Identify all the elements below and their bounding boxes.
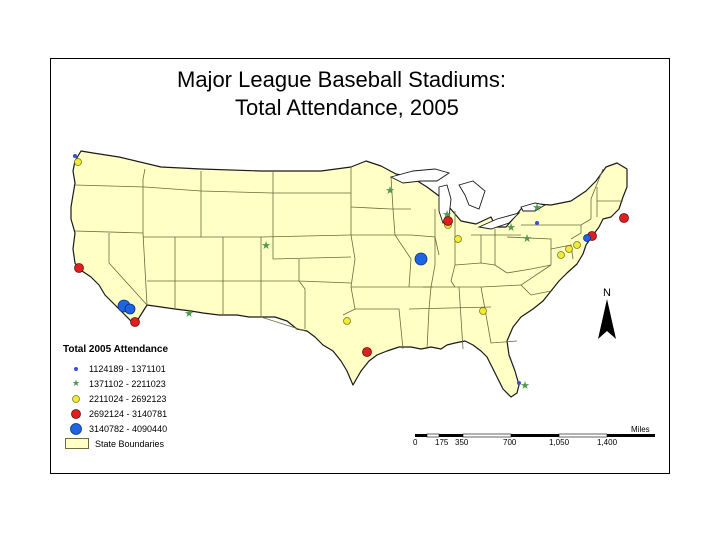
- yellow-circle-icon: [63, 394, 89, 404]
- state-line: [142, 168, 146, 233]
- state-line: [506, 264, 552, 296]
- stadium-marker-small-dot[interactable]: [535, 221, 539, 225]
- stadium-marker-star[interactable]: ★: [261, 239, 271, 252]
- legend-item-label: 2211024 - 2692123: [89, 393, 167, 404]
- state-boundaries: [74, 167, 623, 350]
- scale-tick-label: 350: [455, 438, 469, 447]
- stadium-marker-star[interactable]: ★: [506, 221, 516, 234]
- stadium-markers-star: ★ ★ ★ ★ ★ ★ ★ ★: [184, 184, 542, 392]
- stadium-marker-red[interactable]: [130, 317, 140, 327]
- stadium-marker-small-dot[interactable]: [73, 154, 77, 158]
- state-line: [142, 232, 148, 306]
- stadium-markers: ★ ★ ★ ★ ★ ★ ★ ★: [73, 154, 629, 392]
- stadium-marker-star[interactable]: ★: [184, 307, 194, 320]
- stadium-marker-star[interactable]: ★: [532, 201, 542, 214]
- state-line: [74, 184, 202, 192]
- map-title-line1: Major League Baseball Stadiums:: [177, 67, 506, 92]
- stadium-marker-small-dot[interactable]: [517, 381, 521, 385]
- state-line: [480, 286, 518, 344]
- lake-superior: [389, 168, 451, 184]
- map-legend: Total 2005 Attendance 1124189 - 1371101 …: [63, 344, 223, 451]
- legend-item: 1124189 - 1371101: [63, 361, 223, 376]
- north-arrow-icon: [598, 299, 616, 339]
- legend-item: 2692124 - 3140781: [63, 406, 223, 421]
- scale-units: Miles: [631, 425, 650, 434]
- state-boundary-swatch: [65, 438, 89, 449]
- north-label: N: [603, 287, 611, 299]
- legend-boundary-label: State Boundaries: [95, 438, 165, 449]
- stadium-marker-red[interactable]: [74, 263, 84, 273]
- scale-bar-graphic: [415, 433, 655, 438]
- great-lakes: [389, 168, 547, 230]
- stadium-marker-red[interactable]: [619, 213, 629, 223]
- state-line: [74, 230, 144, 234]
- state-line: [108, 233, 148, 306]
- stadium-marker-yellow[interactable]: [74, 158, 82, 166]
- lake-ontario: [520, 202, 547, 212]
- stadium-marker-yellow[interactable]: [343, 317, 351, 325]
- legend-item: 2211024 - 2692123: [63, 391, 223, 406]
- stadium-marker-blue[interactable]: [583, 234, 591, 242]
- legend-title: Total 2005 Attendance: [63, 344, 169, 355]
- legend-item: State Boundaries: [63, 436, 223, 451]
- stadium-marker-star[interactable]: ★: [385, 184, 395, 197]
- scale-tick-label: 175: [435, 438, 449, 447]
- map-frame: Major League Baseball Stadiums: Total At…: [50, 58, 670, 474]
- stadium-markers-red: [74, 213, 629, 357]
- legend-item-label: 1124189 - 1371101: [89, 363, 166, 374]
- stadium-markers-yellow: [74, 158, 581, 325]
- state-line: [550, 244, 574, 260]
- stadium-marker-star[interactable]: ★: [442, 208, 452, 221]
- blue-circle-icon: [63, 422, 89, 436]
- scale-tick-label: 700: [503, 438, 517, 447]
- stadium-marker-yellow[interactable]: [573, 241, 581, 249]
- stadium-markers-blue: [117, 234, 591, 315]
- state-line: [272, 171, 352, 260]
- stadium-marker-star[interactable]: ★: [522, 232, 532, 245]
- state-line: [260, 316, 306, 332]
- state-line: [355, 308, 404, 350]
- state-line: [570, 225, 582, 240]
- scale-tick-label: 1,050: [549, 438, 570, 447]
- star-icon: ★: [71, 378, 81, 389]
- north-arrow: N: [596, 287, 618, 348]
- us-map: [70, 150, 628, 398]
- stadium-marker-red[interactable]: [362, 347, 372, 357]
- stadium-marker-blue[interactable]: [124, 303, 136, 315]
- red-circle-icon: [63, 408, 89, 420]
- stadium-marker-yellow[interactable]: [557, 251, 565, 259]
- stadium-marker-yellow[interactable]: [565, 245, 573, 253]
- stadium-marker-blue[interactable]: [414, 252, 428, 266]
- state-line: [494, 229, 508, 274]
- small-dot-icon: [63, 365, 89, 373]
- state-line: [458, 286, 464, 350]
- state-line: [298, 280, 306, 329]
- legend-item-label: 3140782 - 4090440: [89, 423, 168, 434]
- lake-erie: [477, 212, 521, 230]
- state-line: [390, 176, 412, 288]
- scale-bar: Miles 0 175 350 700 1,050 1,400: [413, 424, 663, 454]
- state-line: [590, 168, 604, 219]
- stadium-marker-star[interactable]: ★: [520, 379, 530, 392]
- legend-item-label: 2692124 - 3140781: [89, 408, 168, 419]
- legend-item-label: 1371102 - 2211023: [89, 378, 166, 389]
- stadium-marker-yellow[interactable]: [454, 235, 462, 243]
- state-line: [506, 236, 552, 265]
- state-line: [408, 306, 492, 310]
- map-title-line2: Total Attendance, 2005: [235, 95, 459, 120]
- lake-huron: [458, 180, 486, 210]
- state-line: [350, 206, 411, 210]
- legend-item: 3140782 - 4090440: [63, 421, 223, 436]
- stadium-marker-yellow[interactable]: [479, 307, 487, 315]
- stadium-marker-red[interactable]: [443, 216, 453, 226]
- state-line: [342, 167, 356, 316]
- scale-tick-label: 0: [413, 438, 418, 447]
- scale-tick-label: 1,400: [597, 438, 618, 447]
- legend-item: ★ 1371102 - 2211023: [63, 376, 223, 391]
